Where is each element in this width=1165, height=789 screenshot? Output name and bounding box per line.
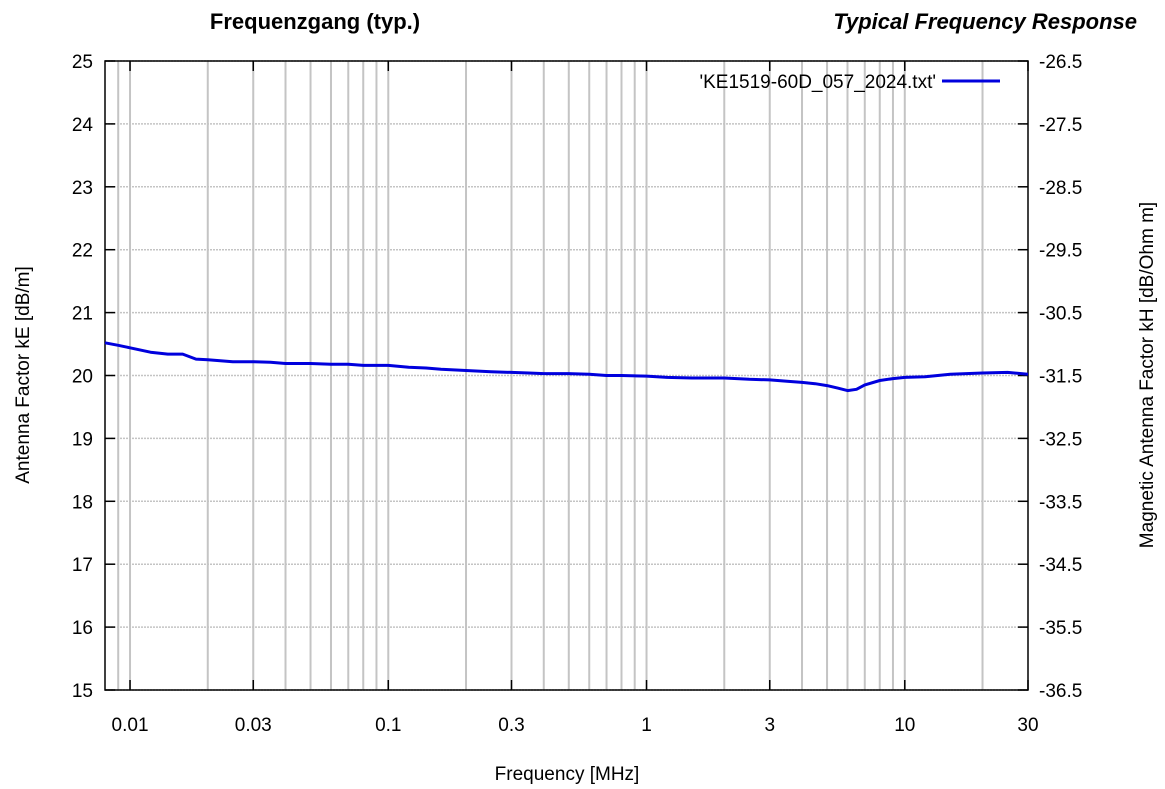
x-tick-label: 0.03: [235, 715, 272, 736]
y-left-tick-label: 20: [72, 367, 93, 388]
y-right-tick-label: -28.5: [1039, 178, 1082, 199]
x-tick-label: 10: [894, 715, 915, 736]
plot-frame: [104, 60, 1029, 691]
chart-title-english: Typical Frequency Response: [833, 9, 1137, 34]
y-right-tick-label: -33.5: [1039, 492, 1082, 513]
y-left-tick-label: 15: [72, 681, 93, 702]
y-left-tick-label: 21: [72, 304, 93, 325]
y-right-tick-label: -34.5: [1039, 555, 1082, 576]
x-axis-label: Frequency [MHz]: [495, 764, 640, 785]
y-right-tick-label: -31.5: [1039, 367, 1082, 388]
y-left-tick-label: 16: [72, 618, 93, 639]
y-left-tick-label: 18: [72, 492, 93, 513]
x-tick-label: 3: [764, 715, 775, 736]
y-right-tick-label: -32.5: [1039, 429, 1082, 450]
y-axis-label-left: Antenna Factor kE [dB/m]: [13, 266, 34, 484]
x-tick-label: 1: [641, 715, 652, 736]
y-axis-label-right: Magnetic Antenna Factor kH [dB/Ohm m]: [1137, 202, 1158, 548]
y-left-tick-labels: 15 16 17 18 19 20 21 22 23 24 25: [72, 52, 94, 702]
x-tick-label: 30: [1017, 715, 1038, 736]
y-left-tick-label: 17: [72, 555, 93, 576]
chart-title-german: Frequenzgang (typ.): [210, 9, 420, 34]
y-left-tick-label: 24: [72, 115, 94, 136]
y-left-tick-label: 22: [72, 241, 93, 262]
y-right-tick-label: -29.5: [1039, 241, 1082, 262]
y-left-tick-label: 25: [72, 52, 93, 73]
y-right-tick-label: -26.5: [1039, 52, 1082, 73]
series-line: [104, 341, 1029, 393]
x-tick-label: 0.01: [112, 715, 149, 736]
y-left-tick-label: 19: [72, 429, 93, 450]
y-right-tick-labels: -36.5 -35.5 -34.5 -33.5 -32.5 -31.5 -30.5 -29.5…: [1039, 52, 1082, 702]
x-tick-label: 0.3: [498, 715, 524, 736]
grid-lines: [105, 60, 1028, 691]
y-right-tick-label: -27.5: [1039, 115, 1082, 136]
y-right-tick-label: -35.5: [1039, 618, 1082, 639]
y-left-tick-label: 23: [72, 178, 93, 199]
data-series: [104, 341, 1029, 393]
legend: 'KE1519-60D_057_2024.txt': [700, 72, 1000, 93]
y-right-tick-label: -30.5: [1039, 304, 1082, 325]
legend-entry-label: 'KE1519-60D_057_2024.txt': [700, 72, 937, 93]
x-tick-labels: 0.01 0.03 0.1 0.3 1 3 10 30: [112, 715, 1039, 736]
x-tick-label: 0.1: [375, 715, 401, 736]
y-right-tick-label: -36.5: [1039, 681, 1082, 702]
